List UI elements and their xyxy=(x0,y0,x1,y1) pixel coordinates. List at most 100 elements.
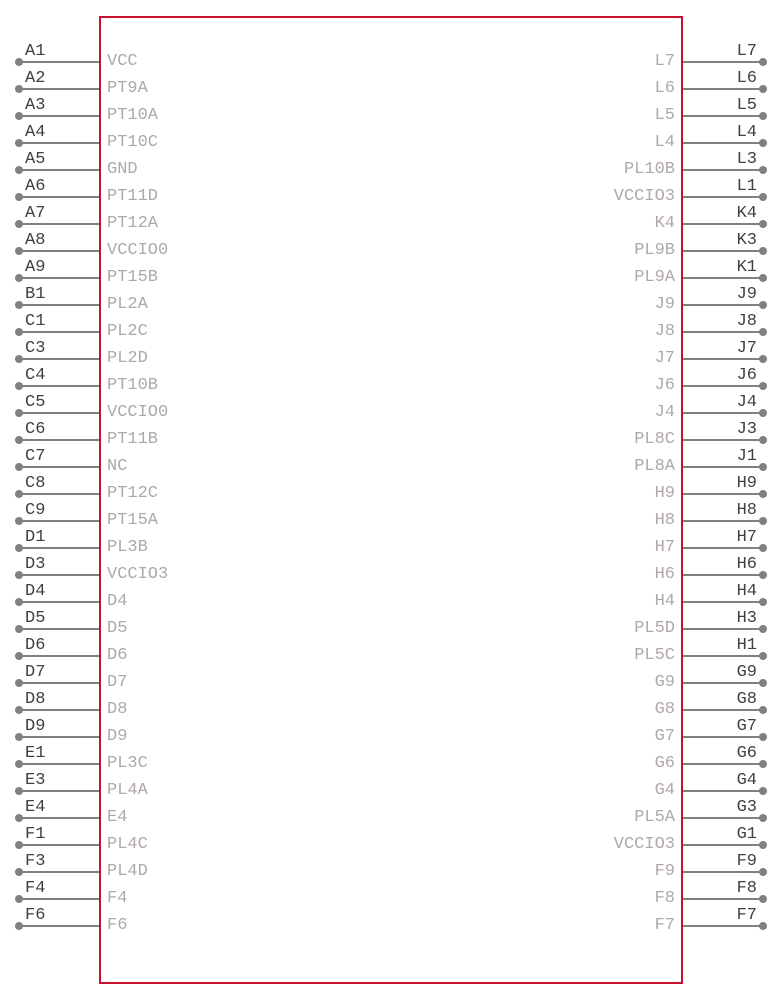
pin-wire xyxy=(683,655,763,657)
pin-label: VCCIO0 xyxy=(107,241,168,260)
pin-label: E4 xyxy=(107,808,127,827)
pin-number: C7 xyxy=(25,447,45,466)
pin-wire xyxy=(683,331,763,333)
pin-number: J4 xyxy=(737,393,757,412)
pin-label: F8 xyxy=(655,889,675,908)
pin-wire xyxy=(19,277,99,279)
pin-label: PL3C xyxy=(107,754,148,773)
pin-number: H9 xyxy=(737,474,757,493)
pin-label: G7 xyxy=(655,727,675,746)
pin-number: C9 xyxy=(25,501,45,520)
pin-wire xyxy=(19,142,99,144)
pin-dot xyxy=(759,841,767,849)
pin-dot xyxy=(759,166,767,174)
pin-wire xyxy=(19,574,99,576)
pin-label: VCCIO3 xyxy=(614,187,675,206)
pin-number: G7 xyxy=(737,717,757,736)
pin-dot xyxy=(15,328,23,336)
chip-body xyxy=(99,16,683,984)
pin-label: H8 xyxy=(655,511,675,530)
pin-dot xyxy=(759,679,767,687)
pin-label: PL2C xyxy=(107,322,148,341)
pin-number: J3 xyxy=(737,420,757,439)
pin-dot xyxy=(15,544,23,552)
pin-wire xyxy=(19,61,99,63)
pin-wire xyxy=(683,844,763,846)
pin-number: D9 xyxy=(25,717,45,736)
pin-wire xyxy=(683,628,763,630)
pin-dot xyxy=(759,598,767,606)
pin-label: PL8A xyxy=(634,457,675,476)
pin-number: F6 xyxy=(25,906,45,925)
pin-dot xyxy=(759,355,767,363)
pin-label: PL5D xyxy=(634,619,675,638)
pin-label: G8 xyxy=(655,700,675,719)
pin-number: D8 xyxy=(25,690,45,709)
pin-dot xyxy=(15,868,23,876)
pin-wire xyxy=(683,412,763,414)
pin-wire xyxy=(19,385,99,387)
pin-number: A4 xyxy=(25,123,45,142)
pin-dot xyxy=(759,922,767,930)
pin-number: G3 xyxy=(737,798,757,817)
pin-dot xyxy=(15,112,23,120)
pin-dot xyxy=(15,301,23,309)
pin-number: A5 xyxy=(25,150,45,169)
pin-label: PL4C xyxy=(107,835,148,854)
pin-wire xyxy=(683,601,763,603)
pin-dot xyxy=(759,463,767,471)
pin-number: L4 xyxy=(737,123,757,142)
pin-dot xyxy=(759,652,767,660)
pin-dot xyxy=(759,706,767,714)
pin-label: J6 xyxy=(655,376,675,395)
pin-dot xyxy=(15,652,23,660)
pin-wire xyxy=(683,709,763,711)
pin-dot xyxy=(759,382,767,390)
pin-number: A6 xyxy=(25,177,45,196)
pin-wire xyxy=(683,682,763,684)
pin-wire xyxy=(683,88,763,90)
pin-dot xyxy=(15,247,23,255)
pin-dot xyxy=(759,625,767,633)
pin-wire xyxy=(19,709,99,711)
pin-dot xyxy=(759,895,767,903)
pin-dot xyxy=(15,517,23,525)
pin-wire xyxy=(683,817,763,819)
pin-label: J4 xyxy=(655,403,675,422)
pin-number: F1 xyxy=(25,825,45,844)
pin-wire xyxy=(683,763,763,765)
pin-wire xyxy=(683,196,763,198)
pin-label: PL8C xyxy=(634,430,675,449)
pin-number: J6 xyxy=(737,366,757,385)
pin-dot xyxy=(15,166,23,174)
pin-number: D1 xyxy=(25,528,45,547)
pin-wire xyxy=(683,142,763,144)
pin-label: L6 xyxy=(655,79,675,98)
pin-label: PL5C xyxy=(634,646,675,665)
pin-wire xyxy=(683,169,763,171)
pin-number: D7 xyxy=(25,663,45,682)
pin-number: F7 xyxy=(737,906,757,925)
pin-dot xyxy=(15,814,23,822)
pin-label: F6 xyxy=(107,916,127,935)
pin-wire xyxy=(683,358,763,360)
pin-dot xyxy=(15,598,23,606)
pin-label: PT15A xyxy=(107,511,158,530)
pin-wire xyxy=(683,925,763,927)
pin-wire xyxy=(19,925,99,927)
pin-number: H8 xyxy=(737,501,757,520)
pin-number: E3 xyxy=(25,771,45,790)
pin-wire xyxy=(683,493,763,495)
pin-label: VCCIO0 xyxy=(107,403,168,422)
pin-dot xyxy=(759,58,767,66)
pin-dot xyxy=(15,58,23,66)
pin-wire xyxy=(19,736,99,738)
pin-label: D6 xyxy=(107,646,127,665)
pin-label: PL4A xyxy=(107,781,148,800)
pin-number: G9 xyxy=(737,663,757,682)
pin-number: G4 xyxy=(737,771,757,790)
pin-number: H3 xyxy=(737,609,757,628)
pin-wire xyxy=(19,331,99,333)
pin-wire xyxy=(19,601,99,603)
pin-wire xyxy=(683,304,763,306)
